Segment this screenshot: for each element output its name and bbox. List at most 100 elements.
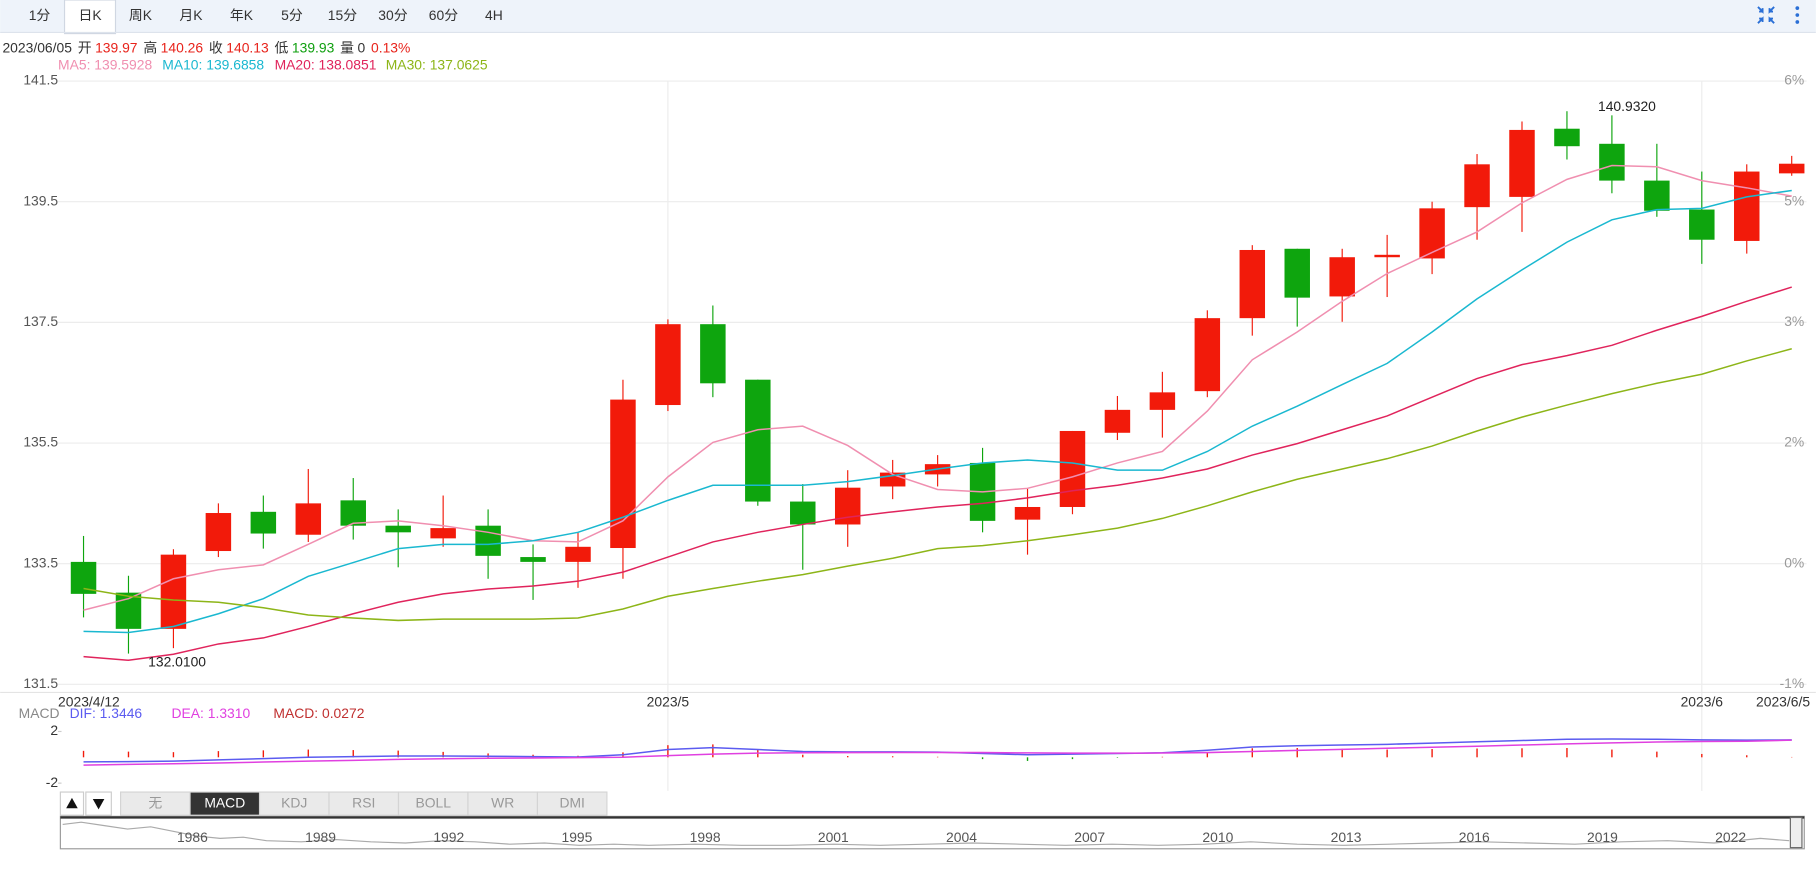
info-date: 2023/06/05 bbox=[2, 39, 72, 55]
ma-legend: MA10: 139.6858 bbox=[162, 57, 264, 73]
ma-line bbox=[83, 286, 1792, 662]
right-tick-label: 6% bbox=[1784, 72, 1804, 88]
macd-title: MACD bbox=[19, 705, 60, 721]
info-label: 开 bbox=[78, 39, 92, 55]
navigator-year: 2022 bbox=[1715, 829, 1746, 845]
indicator-tab[interactable]: KDJ bbox=[281, 794, 307, 810]
ma-line bbox=[83, 189, 1792, 634]
high-marker: 140.9320 bbox=[1598, 98, 1656, 114]
candle-body bbox=[655, 324, 681, 406]
candle-body bbox=[1778, 163, 1805, 174]
info-value: 139.93 bbox=[292, 39, 335, 55]
toolbar bbox=[0, 0, 1816, 33]
toolbar-tab[interactable]: 30分 bbox=[378, 7, 407, 23]
navigator-year: 1998 bbox=[690, 829, 721, 845]
info-label: 高 bbox=[143, 39, 157, 55]
navigator[interactable] bbox=[59, 815, 1805, 850]
x-tick-label: 2023/6/5 bbox=[1756, 694, 1810, 710]
candle-body bbox=[610, 399, 636, 549]
ma-legend: MA20: 138.0851 bbox=[275, 57, 377, 73]
info-value: 140.26 bbox=[161, 39, 204, 55]
indicator-tab[interactable]: BOLL bbox=[415, 794, 451, 810]
navigator-year: 2016 bbox=[1459, 829, 1490, 845]
candle-body bbox=[1014, 506, 1041, 520]
y-tick-label: 137.5 bbox=[23, 313, 58, 329]
candle-body bbox=[1464, 164, 1490, 208]
down-arrow bbox=[92, 798, 105, 810]
indicator-tab[interactable]: WR bbox=[491, 794, 514, 810]
candle-body bbox=[1599, 143, 1625, 181]
y-tick-label: 141.5 bbox=[23, 72, 58, 88]
macd-tick-label: 2 bbox=[50, 722, 58, 738]
candle-body bbox=[1734, 171, 1760, 241]
candle-body bbox=[1059, 430, 1086, 507]
ma-line bbox=[83, 348, 1792, 622]
navigator-year: 2010 bbox=[1202, 829, 1233, 845]
y-tick-label: 131.5 bbox=[23, 675, 58, 691]
ma-legend: MA5: 139.5928 bbox=[58, 57, 152, 73]
indicator-tab[interactable]: MACD bbox=[204, 794, 245, 810]
y-tick-label: 135.5 bbox=[23, 434, 58, 450]
navigator-year: 1995 bbox=[562, 829, 593, 845]
right-tick-label: 0% bbox=[1784, 554, 1804, 570]
dea-line bbox=[83, 739, 1792, 766]
plot: MA5: 139.5928 MA10: 139.6858 MA20: 138.085… bbox=[0, 57, 1816, 816]
candle-body bbox=[340, 500, 366, 526]
info-label: 量 bbox=[340, 39, 354, 55]
candle-body bbox=[1329, 257, 1355, 297]
macd-tick-label: -2 bbox=[46, 774, 59, 790]
candle-body bbox=[700, 324, 726, 384]
up-arrow bbox=[66, 797, 78, 809]
indicator-tab-bg[interactable] bbox=[536, 791, 608, 816]
candle-body bbox=[1149, 392, 1176, 410]
indicator-tab[interactable]: RSI bbox=[352, 794, 375, 810]
candle-body bbox=[250, 511, 277, 534]
x-tick-label: 2023/6 bbox=[1681, 694, 1724, 710]
compress-icon[interactable] bbox=[1757, 6, 1775, 24]
toolbar-tab[interactable]: 年K bbox=[230, 7, 254, 23]
toolbar-tab[interactable]: 4H bbox=[485, 7, 503, 23]
candle-body bbox=[790, 501, 816, 525]
macd-legend: DIF: 1.3446 bbox=[70, 705, 143, 721]
x-tick-label: 2023/4/12 bbox=[58, 694, 120, 710]
candle-body bbox=[520, 557, 546, 562]
toolbar-tab[interactable]: 1分 bbox=[29, 7, 51, 23]
navigator-sparkline bbox=[62, 821, 1790, 846]
menu-icon[interactable] bbox=[1795, 6, 1800, 24]
navigator-year: 2007 bbox=[1074, 829, 1105, 845]
toolbar-tab[interactable]: 60分 bbox=[429, 7, 458, 23]
info-change: 0.13% bbox=[371, 39, 410, 55]
ma-line bbox=[83, 164, 1792, 611]
candle-body bbox=[430, 528, 456, 539]
candle-body bbox=[1689, 209, 1715, 240]
ma-legend: MA30: 137.0625 bbox=[386, 57, 488, 73]
y-tick-label: 133.5 bbox=[23, 554, 58, 570]
dif-line bbox=[83, 738, 1792, 763]
indicator-tab[interactable]: 无 bbox=[148, 794, 162, 810]
info-value: 139.97 bbox=[95, 39, 138, 55]
y-tick-label: 139.5 bbox=[23, 192, 58, 208]
toolbar-tab[interactable]: 5分 bbox=[281, 7, 303, 23]
candle-body bbox=[475, 525, 501, 556]
indicator-tab[interactable]: DMI bbox=[559, 794, 584, 810]
toolbar-tab[interactable]: 周K bbox=[129, 7, 153, 23]
toolbar-tabs: 1分 日K 周K 月K 年K 5分 15分 30分 60分 4H bbox=[29, 0, 503, 35]
navigator-year: 1986 bbox=[177, 829, 208, 845]
right-tick-label: -1% bbox=[1780, 675, 1805, 691]
candle-body bbox=[1509, 129, 1535, 197]
navigator-year: 2004 bbox=[946, 829, 977, 845]
x-tick-label: 2023/5 bbox=[647, 694, 690, 710]
candle-body bbox=[1419, 208, 1445, 259]
navigator-year: 2019 bbox=[1587, 829, 1618, 845]
candle-body bbox=[295, 503, 322, 535]
active-tab bbox=[63, 0, 117, 35]
toolbar-tab[interactable]: 日K bbox=[78, 7, 102, 23]
candle-body bbox=[1374, 254, 1400, 258]
info-label: 收 bbox=[209, 39, 223, 55]
candle-body bbox=[1554, 128, 1580, 147]
toolbar-tab[interactable]: 15分 bbox=[328, 7, 357, 23]
toolbar-tab[interactable]: 月K bbox=[179, 7, 203, 23]
navigator-handle[interactable] bbox=[1789, 816, 1803, 849]
